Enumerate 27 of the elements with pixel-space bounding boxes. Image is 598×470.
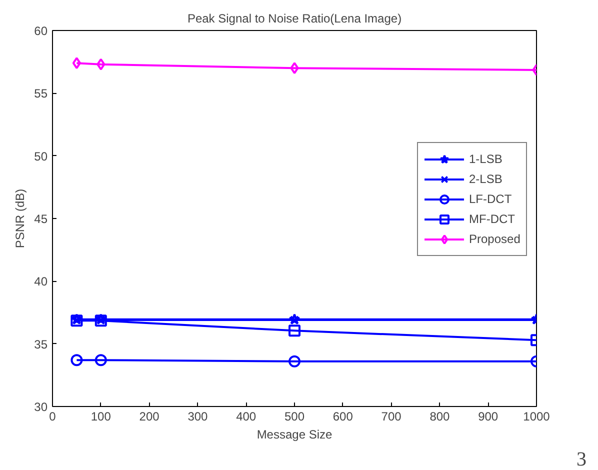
- legend-label: MF-DCT: [469, 212, 515, 226]
- x-tick-label: 500: [284, 410, 305, 424]
- y-tick-label: 30: [34, 400, 48, 414]
- y-tick-label: 60: [34, 24, 48, 38]
- x-axis-title: Message Size: [256, 428, 333, 442]
- y-tick-label: 45: [34, 212, 48, 226]
- legend-label: 2-LSB: [469, 172, 502, 186]
- x-tick-label: 700: [381, 410, 402, 424]
- y-tick-label: 35: [34, 337, 48, 352]
- x-tick-label: 600: [332, 410, 354, 424]
- y-axis-title: PSNR (dB): [13, 188, 28, 248]
- y-tick-label: 55: [34, 86, 48, 101]
- y-tick-label: 50: [34, 149, 48, 164]
- legend-label: LF-DCT: [469, 192, 512, 206]
- legend-label: 1-LSB: [469, 152, 502, 166]
- text: 3: [576, 448, 586, 470]
- x-tick-label: 900: [478, 410, 498, 424]
- x-tick-label: 1000: [523, 410, 550, 424]
- x-tick-label: 100: [90, 410, 112, 424]
- legend-label: Proposed: [469, 232, 520, 246]
- x-tick-label: 200: [139, 410, 160, 424]
- chart-title: Peak Signal to Noise Ratio(Lena Image): [187, 12, 402, 26]
- x-tick-label: 300: [188, 410, 208, 424]
- y-tick-label: 40: [34, 274, 48, 289]
- x-tick-label: 0: [49, 410, 56, 424]
- x-tick-label: 800: [430, 410, 450, 424]
- x-tick-label: 400: [236, 410, 256, 424]
